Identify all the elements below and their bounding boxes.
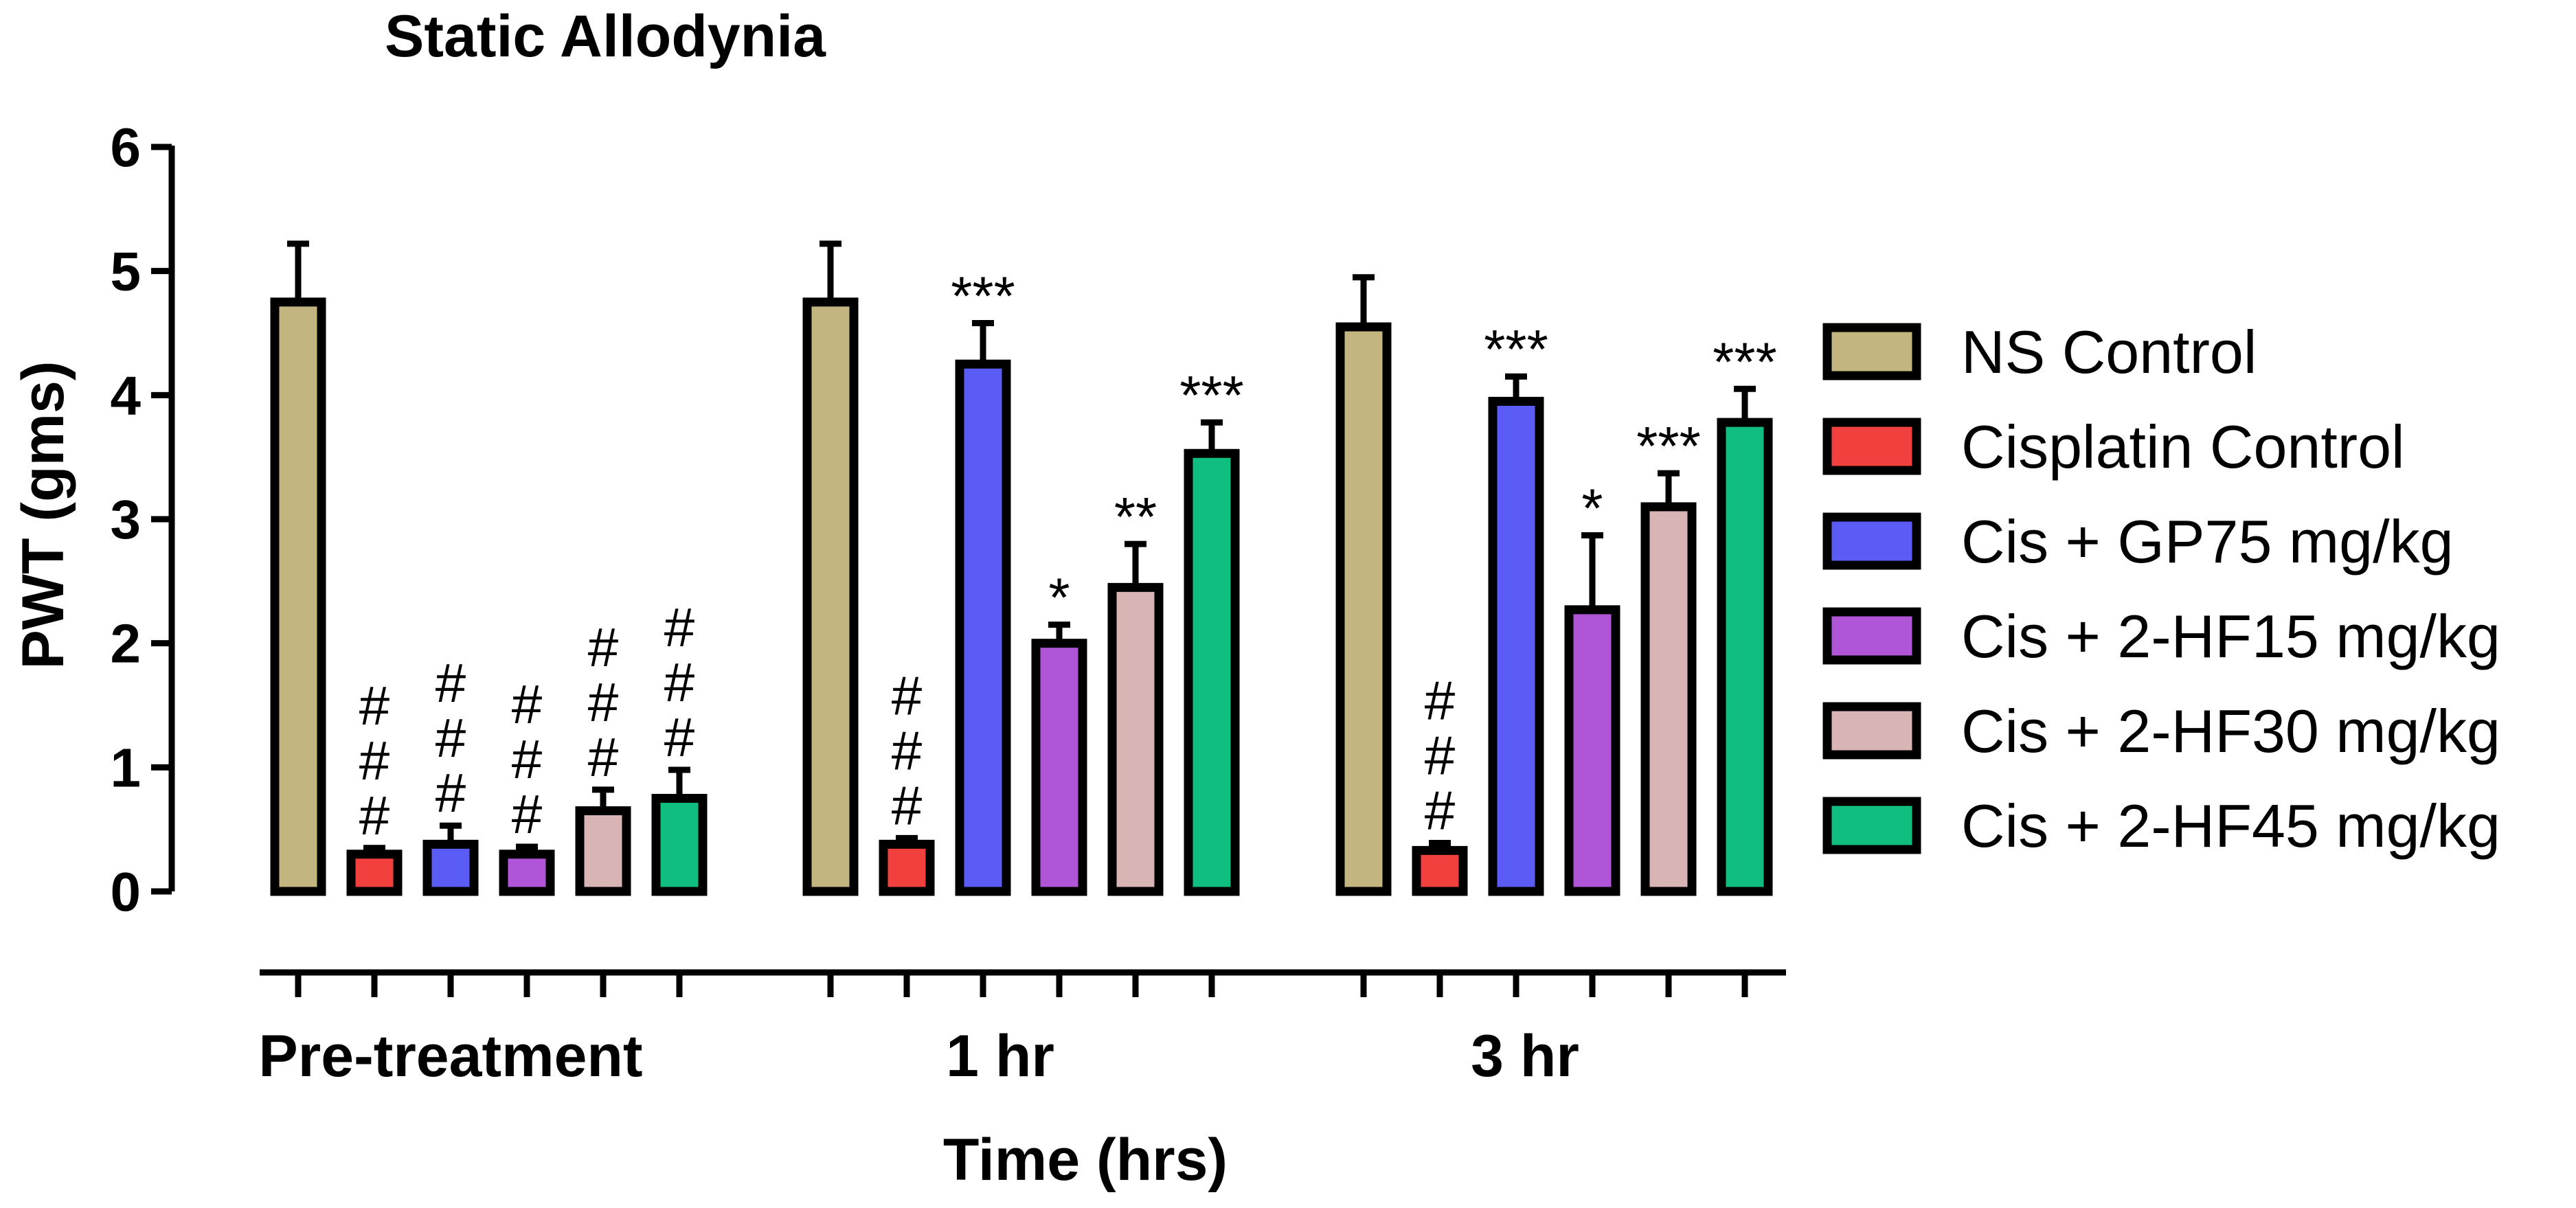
significance-marker: # # # [436,652,466,823]
x-group-label: 1 hr [946,1023,1054,1089]
significance-marker: # # # [892,665,923,836]
bar [422,839,479,896]
chart-title: Static Allodynia [385,3,826,69]
x-group-label: 3 hr [1471,1023,1579,1089]
legend-label: Cis + 2-HF30 mg/kg [1961,697,2500,765]
legend-swatch [1822,512,1921,570]
legend-swatch [1822,797,1921,854]
bar [802,297,859,896]
y-tick-label: 3 [111,489,142,550]
legend-label: NS Control [1961,318,2257,386]
bar [1335,322,1392,896]
y-tick-label: 6 [111,117,142,178]
y-axis: 0 1 2 3 4 5 6 [111,117,175,922]
significance-marker: *** [1636,415,1700,477]
significance-marker: # # # [664,597,695,768]
y-tick-label: 2 [111,613,142,674]
bar [270,297,326,896]
bar [1640,502,1697,896]
x-axis-label: Time (hrs) [943,1127,1228,1193]
bar [955,359,1011,896]
bar [1412,845,1468,896]
legend-swatch [1822,702,1921,760]
bar [879,839,935,896]
significance-marker: * [1048,567,1070,628]
legend-label: Cis + 2-HF45 mg/kg [1961,792,2500,860]
significance-marker: *** [1484,319,1548,380]
significance-marker: *** [1179,365,1243,426]
significance-marker: *** [951,266,1015,327]
bar [1717,418,1773,896]
significance-marker: # # # [588,617,619,788]
bar [1488,396,1544,896]
significance-marker: # # # [1425,670,1456,841]
y-tick-label: 4 [111,365,142,426]
bar [651,794,708,896]
x-group-label: Pre-treatment [258,1023,642,1089]
y-axis-label: PWT (gms) [10,361,76,669]
significance-marker: ** [1114,486,1157,547]
legend-swatch [1822,323,1921,380]
legend-label: Cis + GP75 mg/kg [1961,508,2454,575]
bar [1031,639,1087,896]
significance-marker: # # # [512,674,543,845]
legend-swatch [1822,418,1921,475]
bar [346,850,403,896]
x-axis: Pre-treatment 1 hr 3 hr [258,969,1786,1089]
legend: NS Control Cisplatin Control Cis + GP75 mg… [1822,318,2500,860]
significance-marker: * [1581,477,1603,538]
bar [1564,605,1620,896]
significance-marker: # # # [359,675,390,846]
bar [575,806,631,896]
legend-label: Cisplatin Control [1961,413,2405,481]
legend-label: Cis + 2-HF15 mg/kg [1961,602,2500,670]
bar [499,850,555,896]
bar [1184,448,1240,896]
y-tick-label: 0 [111,861,142,922]
bars: # # ## # ## # ## # #******# # #**# # #*****# # #****** [270,240,1777,896]
y-tick-label: 1 [111,737,142,798]
legend-swatch [1822,607,1921,665]
y-tick-label: 5 [111,241,142,302]
significance-marker: *** [1713,331,1776,392]
bar [1107,582,1164,896]
